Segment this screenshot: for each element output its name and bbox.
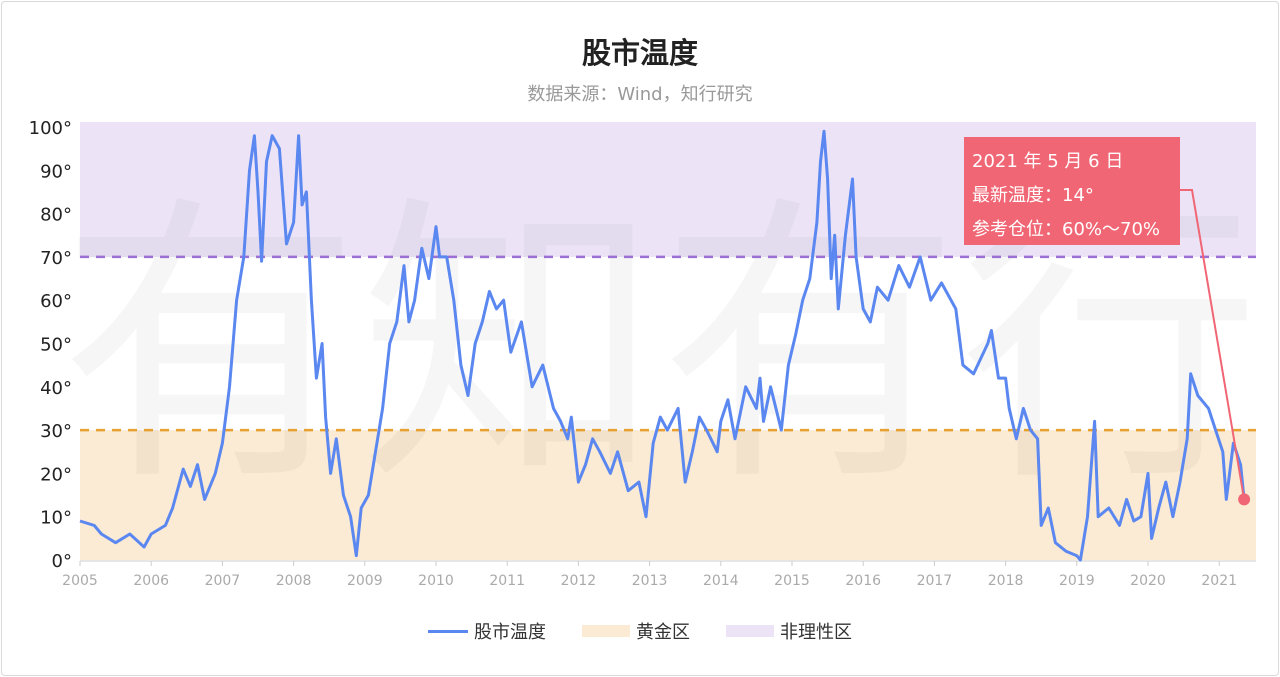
- chart-subtitle: 数据来源：Wind，知行研究: [527, 84, 753, 105]
- x-tick-label: 2012: [561, 573, 597, 589]
- temperature-line: [79, 129, 1246, 562]
- y-tick-label: 80°: [40, 205, 72, 226]
- legend-label: 非理性区: [780, 622, 852, 643]
- annotation-position: 参考仓位：60%～70%: [972, 219, 1161, 240]
- y-tick-label: 70°: [40, 248, 72, 269]
- y-tick-label: 60°: [40, 291, 72, 312]
- y-tick-label: 40°: [40, 378, 72, 399]
- x-tick-label: 2016: [845, 573, 881, 589]
- y-tick-label: 90°: [40, 161, 72, 182]
- x-tick-label: 2017: [917, 573, 953, 589]
- legend-item-temperature[interactable]: 股市温度: [428, 618, 546, 644]
- y-tick-label: 0°: [52, 551, 72, 572]
- legend-box-swatch: [582, 625, 630, 637]
- y-tick-label: 10°: [40, 508, 72, 529]
- legend-label: 股市温度: [474, 622, 546, 643]
- x-tick-label: 2008: [276, 573, 312, 589]
- band-golden-zone: [80, 430, 1256, 560]
- legend-line-swatch: [428, 629, 468, 633]
- x-tick-label: 2018: [988, 573, 1024, 589]
- x-tick-label: 2020: [1130, 573, 1166, 589]
- latest-point-marker: [1238, 493, 1251, 506]
- x-tick-label: 2015: [774, 573, 810, 589]
- legend: 股市温度 黄金区 非理性区: [0, 618, 1280, 644]
- y-tick-label: 30°: [40, 421, 72, 442]
- legend-box-swatch: [726, 625, 774, 637]
- y-tick-label: 50°: [40, 335, 72, 356]
- legend-item-irrational-zone[interactable]: 非理性区: [726, 618, 852, 644]
- x-tick-label: 2019: [1059, 573, 1095, 589]
- x-tick-label: 2006: [133, 573, 169, 589]
- x-tick-label: 2011: [489, 573, 525, 589]
- annotation-leader-line: [1180, 189, 1246, 500]
- watermark-char: 有: [660, 172, 960, 521]
- chart-title: 股市温度: [581, 36, 698, 70]
- legend-item-golden-zone[interactable]: 黄金区: [582, 618, 690, 644]
- x-tick-label: 2007: [205, 573, 241, 589]
- y-tick-label: 100°: [29, 118, 72, 139]
- x-tick-label: 2013: [632, 573, 668, 589]
- x-tick-label: 2010: [418, 573, 454, 589]
- latest-annotation: 2021 年 5 月 6 日 最新温度：14° 参考仓位：60%～70%: [964, 137, 1180, 245]
- x-tick-label: 2021: [1201, 573, 1237, 589]
- x-tick-label: 2005: [62, 573, 98, 589]
- annotation-date: 2021 年 5 月 6 日: [972, 151, 1124, 172]
- legend-label: 黄金区: [636, 622, 690, 643]
- x-tick-label: 2009: [347, 573, 383, 589]
- x-tick-label: 2014: [703, 573, 739, 589]
- annotation-temperature: 最新温度：14°: [972, 185, 1094, 206]
- y-tick-label: 20°: [40, 464, 72, 485]
